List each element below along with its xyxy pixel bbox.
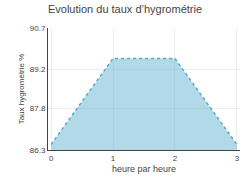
svg-text:0: 0	[49, 154, 54, 163]
svg-text:1: 1	[111, 154, 116, 163]
svg-text:Evolution du taux d’hygrométri: Evolution du taux d’hygrométrie	[48, 3, 202, 15]
svg-text:87.8: 87.8	[30, 104, 46, 113]
svg-text:3: 3	[235, 154, 240, 163]
svg-text:89.2: 89.2	[30, 65, 46, 74]
svg-text:90.7: 90.7	[30, 24, 46, 33]
svg-text:Taux hygrométrie %: Taux hygrométrie %	[17, 54, 26, 125]
svg-text:2: 2	[173, 154, 178, 163]
svg-text:86.3: 86.3	[30, 146, 46, 155]
svg-text:heure par heure: heure par heure	[112, 164, 176, 174]
